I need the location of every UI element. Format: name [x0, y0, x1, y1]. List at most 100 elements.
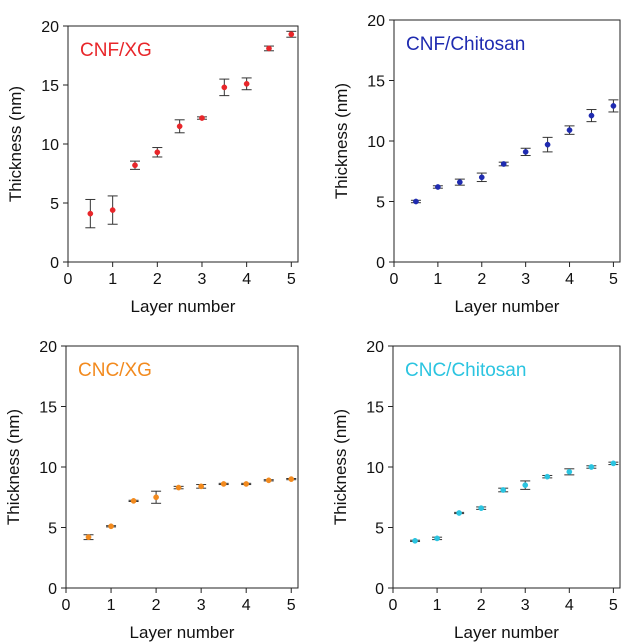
- data-point: [155, 150, 160, 155]
- data-point: [110, 207, 115, 212]
- data-point: [589, 464, 594, 469]
- data-point: [108, 524, 113, 529]
- panel-title: CNF/Chitosan: [406, 34, 525, 55]
- data-point: [611, 461, 616, 466]
- y-tick-label: 0: [50, 255, 59, 272]
- chart-panel-3: 0 1 2 3 4 5 0 5 10 15 20 Layer number Thickness (nm)…: [4, 339, 298, 642]
- x-tick-label: 2: [477, 597, 486, 614]
- x-tick-label: 1: [433, 271, 442, 288]
- panel-title: CNC/Chitosan: [405, 360, 526, 381]
- y-tick-label: 10: [366, 460, 384, 477]
- x-tick-label: 1: [108, 271, 117, 288]
- plot-frame: [394, 20, 620, 262]
- y-tick-label: 10: [367, 134, 385, 151]
- x-tick-label: 0: [62, 597, 71, 614]
- x-axis-label: Layer number: [131, 297, 236, 316]
- chart-panel-2: 0 1 2 3 4 5 0 5 10 15 20 Layer number Thickness (nm)…: [332, 13, 620, 316]
- x-tick-label: 4: [565, 597, 574, 614]
- x-axis-label: Layer number: [455, 297, 560, 316]
- data-point: [589, 113, 594, 118]
- data-point: [221, 481, 226, 486]
- x-axis-label: Layer number: [130, 623, 235, 642]
- data-point: [523, 483, 528, 488]
- y-tick-label: 15: [41, 78, 59, 95]
- x-tick-label: 5: [609, 597, 618, 614]
- y-tick-label: 10: [39, 460, 57, 477]
- y-axis-label: Thickness (nm): [6, 86, 25, 202]
- y-tick-label: 5: [48, 521, 57, 538]
- y-tick-label: 0: [375, 581, 384, 598]
- x-tick-label: 4: [565, 271, 574, 288]
- data-point: [222, 85, 227, 90]
- y-tick-label: 5: [50, 196, 59, 213]
- y-axis-label: Thickness (nm): [331, 409, 350, 525]
- data-point: [153, 495, 158, 500]
- x-tick-label: 4: [242, 597, 251, 614]
- y-tick-label: 0: [48, 581, 57, 598]
- x-tick-label: 2: [477, 271, 486, 288]
- data-point: [289, 477, 294, 482]
- data-point: [132, 163, 137, 168]
- x-tick-label: 0: [64, 271, 73, 288]
- x-tick-label: 0: [389, 597, 398, 614]
- y-tick-label: 0: [376, 255, 385, 272]
- data-point: [199, 484, 204, 489]
- x-tick-label: 1: [433, 597, 442, 614]
- plot-frame: [66, 346, 298, 588]
- data-point: [176, 485, 181, 490]
- x-tick-label: 3: [197, 597, 206, 614]
- y-tick-label: 20: [41, 19, 59, 36]
- data-point: [501, 161, 506, 166]
- data-point: [611, 103, 616, 108]
- plot-frame: [68, 26, 298, 262]
- y-tick-label: 5: [375, 521, 384, 538]
- data-point: [244, 481, 249, 486]
- x-axis-label: Layer number: [454, 623, 559, 642]
- y-tick-label: 20: [39, 339, 57, 356]
- data-point: [199, 115, 204, 120]
- x-tick-label: 2: [152, 597, 161, 614]
- y-tick-label: 20: [366, 339, 384, 356]
- y-tick-label: 15: [366, 400, 384, 417]
- x-tick-label: 2: [153, 271, 162, 288]
- data-point: [177, 124, 182, 129]
- data-point: [479, 506, 484, 511]
- data-point: [567, 128, 572, 133]
- y-axis-label: Thickness (nm): [332, 83, 351, 199]
- data-point: [567, 469, 572, 474]
- data-point: [86, 535, 91, 540]
- y-tick-label: 5: [376, 195, 385, 212]
- x-tick-label: 1: [107, 597, 116, 614]
- y-tick-label: 15: [39, 400, 57, 417]
- y-tick-label: 20: [367, 13, 385, 30]
- x-tick-label: 3: [198, 271, 207, 288]
- data-point: [412, 538, 417, 543]
- data-point: [413, 199, 418, 204]
- x-tick-label: 5: [287, 597, 296, 614]
- y-tick-label: 10: [41, 137, 59, 154]
- data-point: [457, 510, 462, 515]
- chart-panel-4: 0 1 2 3 4 5 0 5 10 15 20 Layer number Thickness (nm)…: [331, 339, 620, 642]
- data-point: [523, 149, 528, 154]
- x-tick-label: 5: [287, 271, 296, 288]
- x-tick-label: 5: [609, 271, 618, 288]
- data-point: [266, 46, 271, 51]
- data-point: [457, 180, 462, 185]
- data-point: [131, 498, 136, 503]
- data-point: [479, 175, 484, 180]
- y-axis-label: Thickness (nm): [4, 409, 23, 525]
- x-tick-label: 3: [521, 597, 530, 614]
- data-point: [501, 487, 506, 492]
- panel-title: CNF/XG: [80, 40, 152, 61]
- data-point: [266, 478, 271, 483]
- data-point: [434, 536, 439, 541]
- data-point: [88, 211, 93, 216]
- data-point: [545, 474, 550, 479]
- data-point: [289, 32, 294, 37]
- data-point: [545, 142, 550, 147]
- x-tick-label: 3: [521, 271, 530, 288]
- chart-panel-1: 0 1 2 3 4 5 0 5 10 15 20 Layer number Thickness (nm)…: [6, 19, 298, 316]
- panel-title: CNC/XG: [78, 360, 152, 381]
- x-tick-label: 0: [390, 271, 399, 288]
